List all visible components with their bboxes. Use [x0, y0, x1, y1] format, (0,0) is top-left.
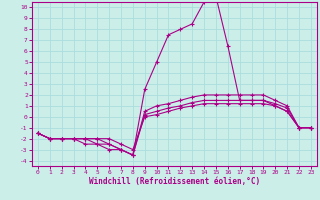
X-axis label: Windchill (Refroidissement éolien,°C): Windchill (Refroidissement éolien,°C)	[89, 177, 260, 186]
